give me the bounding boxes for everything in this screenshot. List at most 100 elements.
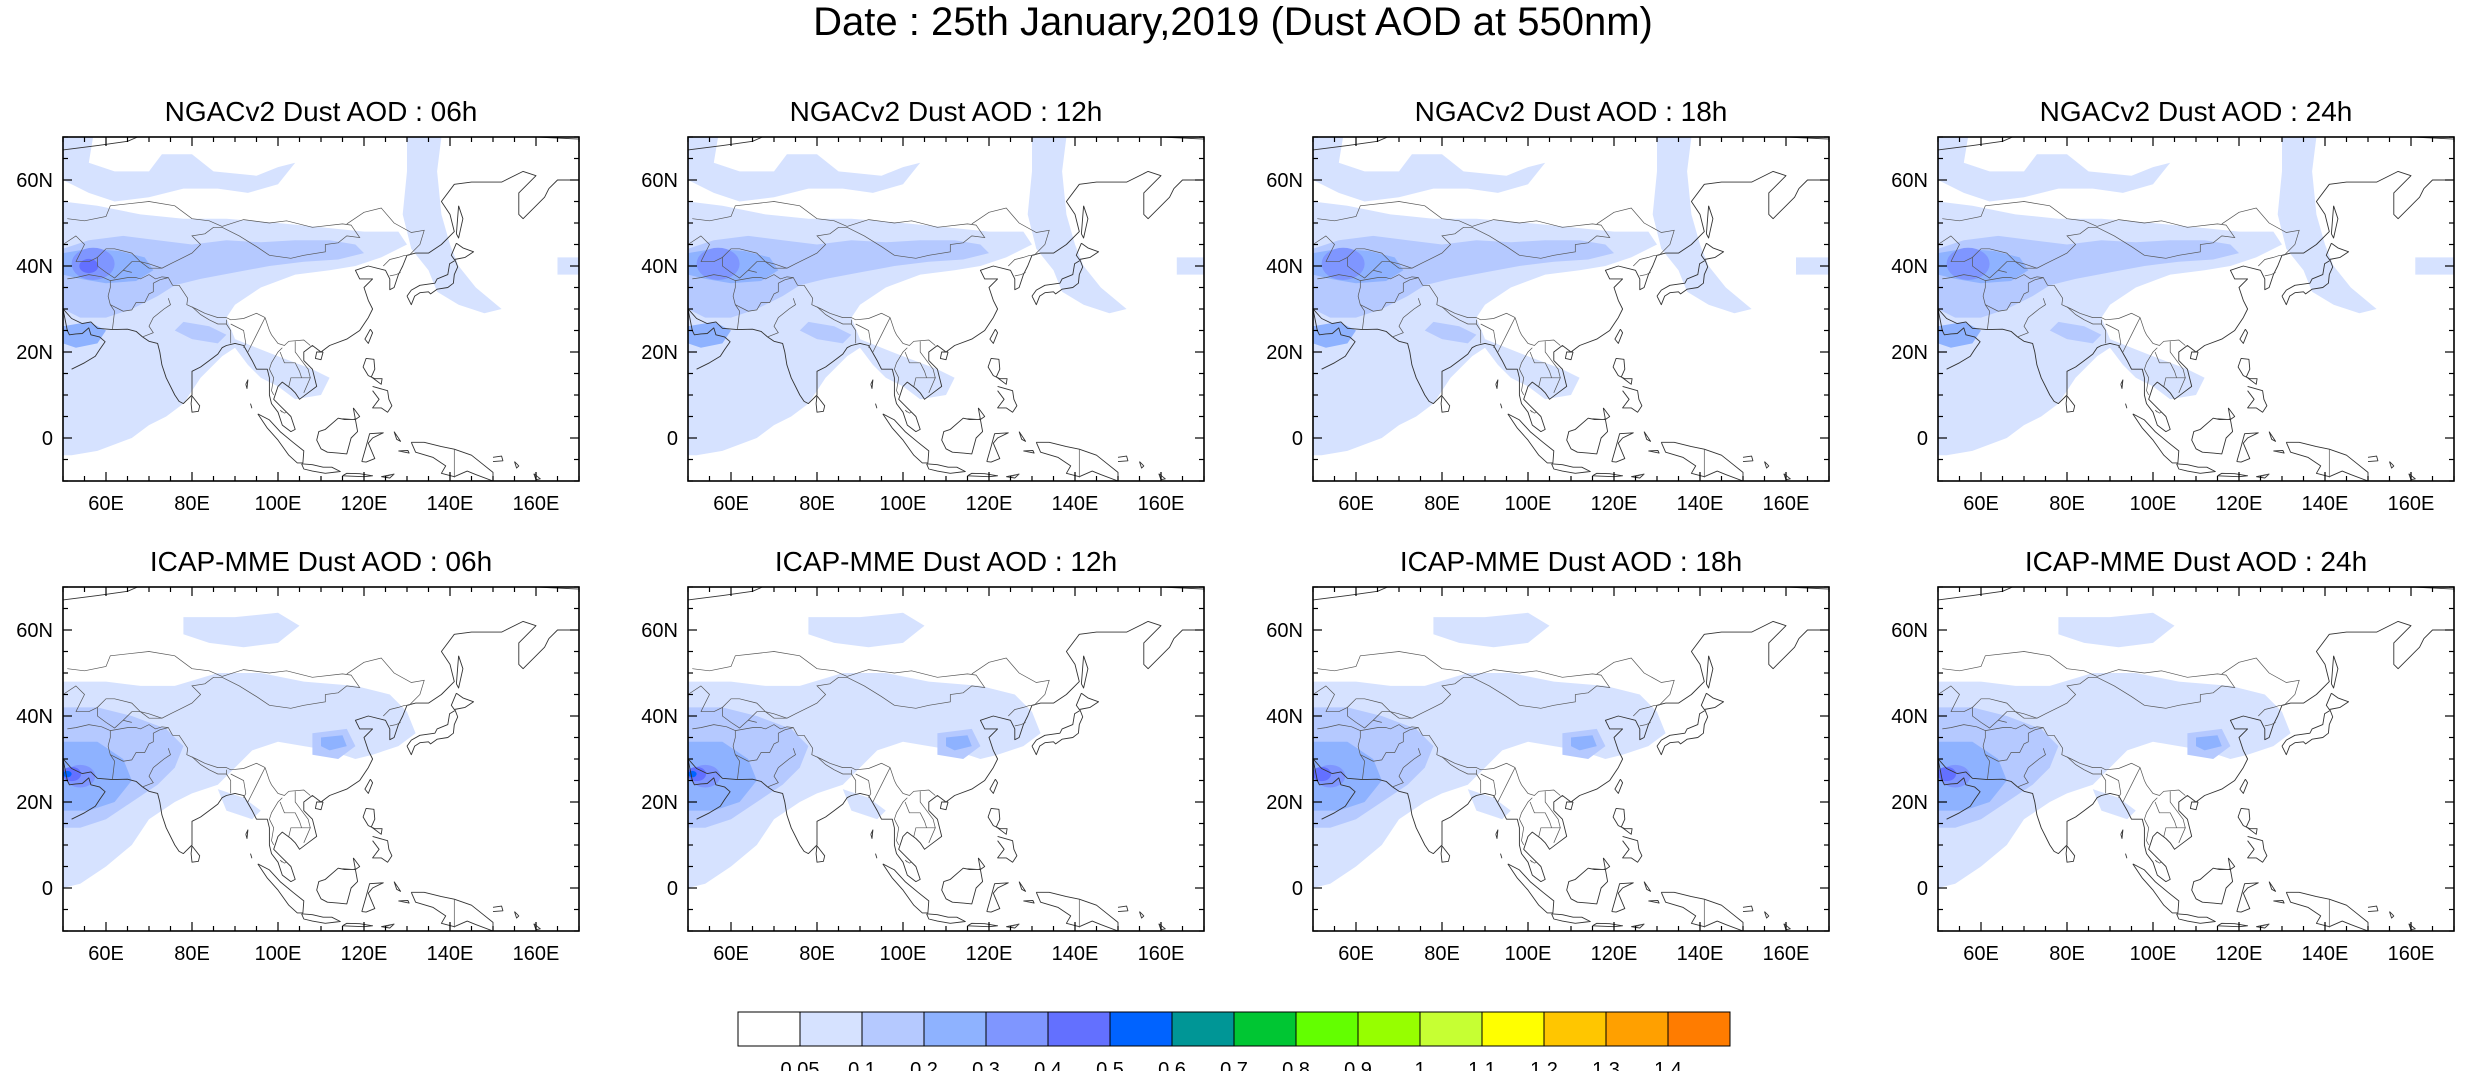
coastline (1495, 379, 1499, 389)
country-border (688, 685, 710, 712)
lat-tick-label: 0 (1292, 428, 1303, 450)
lat-tick-label: 20N (641, 792, 678, 814)
coastline (190, 395, 201, 413)
dust-aod-hotspot (63, 770, 72, 778)
map-panel-ngac-12h: NGACv2 Dust AOD : 12h 60E 80E 100E 120E 140E 1… (641, 96, 1205, 515)
country-border (172, 284, 266, 321)
country-border (1519, 797, 1533, 846)
coastline (1139, 461, 1145, 469)
lon-tick-label: 100E (1505, 493, 1552, 515)
country-border (1497, 317, 1516, 353)
country-border (140, 261, 162, 269)
coastline (1440, 845, 1451, 863)
country-border (722, 707, 757, 729)
country-border (2264, 722, 2276, 727)
coastline (372, 835, 393, 863)
coastline (1648, 450, 1660, 454)
lon-tick-label: 140E (427, 493, 474, 515)
country-border (1985, 274, 2048, 286)
country-border (2163, 377, 2186, 393)
map-panel-ngac-6h: NGACv2 Dust AOD : 06h 60E 80E 100E 120E 140E 1… (16, 96, 580, 515)
colorbar-label: 0.7 (1220, 1059, 1248, 1071)
lat-tick-label: 40N (1266, 256, 1303, 278)
lat-tick-label: 60N (641, 620, 678, 642)
country-border (1392, 748, 1421, 788)
country-border (142, 298, 171, 338)
country-border (1942, 201, 2098, 227)
country-border (797, 734, 891, 771)
country-border (247, 317, 266, 353)
country-border (851, 323, 857, 344)
coastline (2408, 923, 2416, 931)
coastline (2120, 379, 2124, 389)
coastline (1938, 308, 1981, 370)
coastline (688, 620, 1204, 883)
lon-tick-label: 120E (341, 943, 388, 965)
country-border (346, 207, 425, 256)
country-border (913, 377, 936, 393)
coastline (190, 845, 201, 863)
dust-aod-region-east (1027, 137, 1127, 314)
map-panel-icap-24h: ICAP-MME Dust AOD : 24h 60E 80E 100E 120E 140… (1891, 546, 2455, 965)
country-border (2105, 773, 2122, 798)
country-border (2221, 207, 2300, 256)
coastline (533, 923, 541, 931)
colorbar-swatch (861, 1011, 925, 1047)
coastline (2281, 709, 2334, 756)
country-border (2047, 734, 2141, 771)
lon-tick-label: 160E (1138, 493, 1185, 515)
lat-tick-label: 40N (1891, 706, 1928, 728)
colorbar-swatch (1109, 1011, 1173, 1047)
coastline (1612, 807, 1633, 835)
country-border (2139, 767, 2186, 796)
dust-aod-region-arabia (1938, 321, 1981, 348)
country-border (1985, 727, 2044, 762)
country-border (2169, 791, 2186, 828)
country-border (1476, 323, 1482, 344)
coastline (1313, 758, 1356, 820)
coastline (410, 441, 494, 481)
coastline (986, 882, 1009, 913)
lon-tick-label: 80E (174, 943, 210, 965)
lon-tick-label: 160E (513, 943, 560, 965)
colorbar-label: 1.1 (1468, 1059, 1496, 1071)
coastline (2125, 403, 2128, 409)
country-border (346, 657, 425, 706)
country-border (1592, 418, 1606, 420)
coastline (1705, 655, 1714, 689)
coastline (1611, 432, 1634, 463)
coastline (1500, 403, 1503, 409)
coastline (63, 170, 579, 433)
country-border (913, 827, 936, 843)
lat-tick-label: 20N (641, 342, 678, 364)
country-border (110, 274, 173, 286)
lat-tick-label: 40N (641, 706, 678, 728)
country-border (855, 773, 872, 798)
dust-aod-region-central (63, 741, 132, 811)
coastline (314, 801, 324, 811)
country-border (904, 801, 927, 828)
coastline (1117, 455, 1129, 463)
country-border (1325, 669, 1611, 719)
country-border (264, 767, 311, 796)
lat-tick-label: 60N (1266, 620, 1303, 642)
lat-tick-label: 60N (1891, 620, 1928, 642)
country-border (2169, 341, 2186, 378)
coastline (342, 472, 374, 478)
country-border (919, 341, 936, 378)
country-border (894, 347, 908, 396)
coastline (815, 845, 826, 863)
country-border (2144, 797, 2158, 846)
country-border (1938, 235, 1960, 262)
coastlines (688, 137, 1204, 481)
country-border (1441, 306, 1477, 325)
lat-tick-label: 60N (1266, 170, 1303, 192)
coastline (2239, 328, 2249, 344)
coastline (1313, 587, 1829, 601)
coastline (361, 882, 384, 913)
country-border (2066, 306, 2102, 325)
coastline (967, 472, 999, 478)
dust-aod-region-arabia (688, 321, 731, 348)
country-border (67, 274, 115, 330)
country-border (2258, 704, 2285, 717)
